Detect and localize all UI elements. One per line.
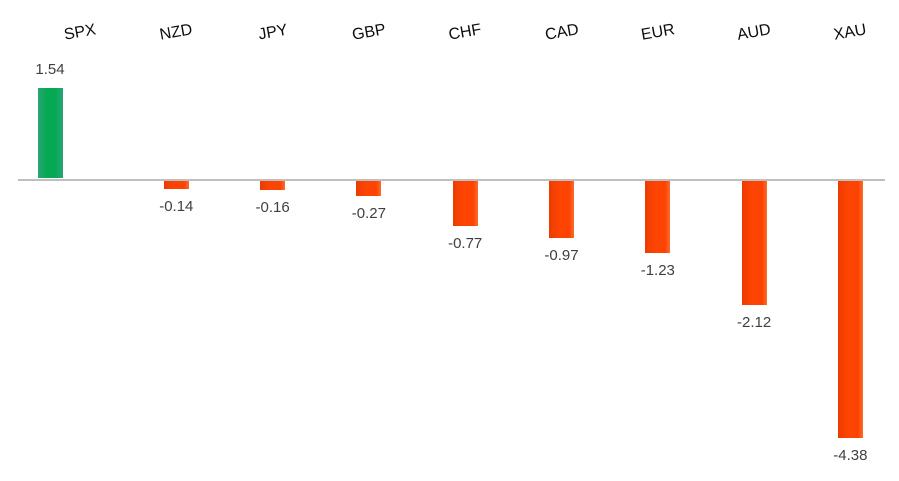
bar-gbp: [356, 180, 382, 197]
category-label-aud: AUD: [735, 21, 773, 44]
value-label-aud: -2.12: [736, 314, 772, 332]
category-label-eur: EUR: [639, 21, 676, 44]
value-label-jpy: -0.16: [255, 198, 290, 216]
bar-aud: [741, 180, 767, 306]
bar-jpy: [260, 180, 286, 190]
category-label-jpy: JPY: [256, 21, 289, 44]
value-label-xau: -4.38: [833, 447, 868, 465]
value-label-gbp: -0.27: [351, 205, 386, 223]
value-label-eur: -1.23: [640, 261, 675, 279]
value-label-spx: 1.54: [35, 60, 65, 78]
bar-chf: [452, 180, 478, 226]
value-label-cad: -0.97: [544, 246, 579, 264]
category-label-spx: SPX: [62, 21, 98, 44]
bar-cad: [549, 180, 574, 238]
category-label-gbp: GBP: [350, 21, 388, 44]
value-label-chf: -0.77: [448, 234, 483, 252]
value-label-nzd: -0.14: [159, 197, 194, 215]
bar-spx: [37, 87, 63, 179]
category-label-nzd: NZD: [158, 21, 194, 44]
bar-xau: [837, 180, 863, 439]
zero-axis-line: [18, 178, 885, 181]
category-label-cad: CAD: [543, 21, 580, 44]
category-label-xau: XAU: [832, 21, 869, 44]
bar-nzd: [163, 180, 189, 189]
category-label-chf: CHF: [447, 21, 483, 44]
bar-eur: [645, 180, 671, 253]
